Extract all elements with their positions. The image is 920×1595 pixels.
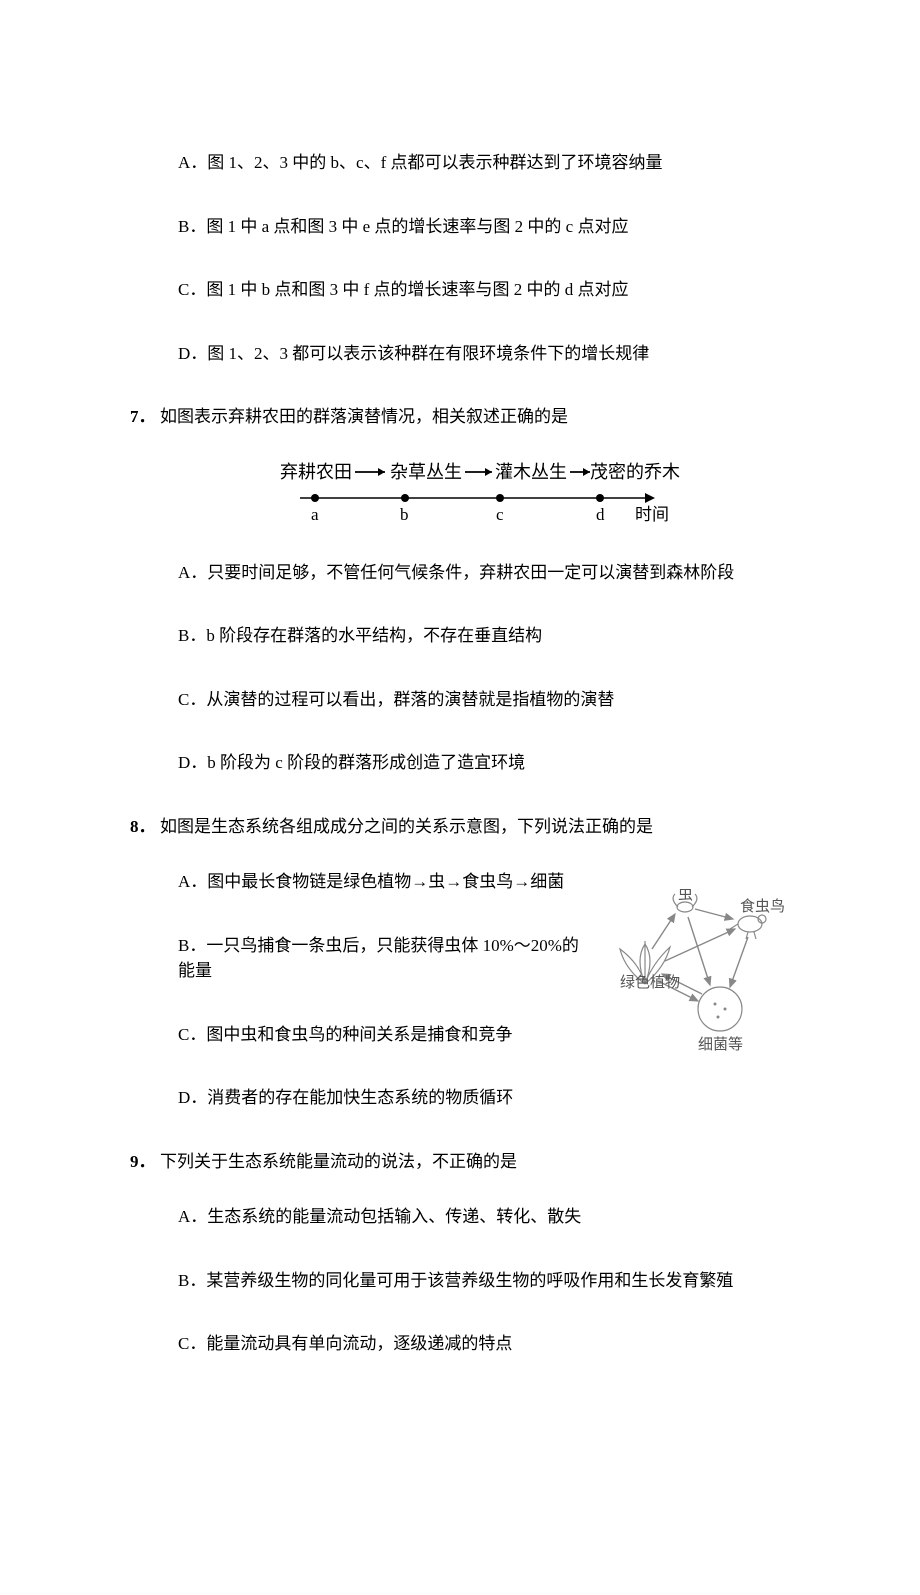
option-text: 只要时间足够，不管任何气候条件，弃耕农田一定可以演替到森林阶段 bbox=[207, 563, 734, 582]
q8-number: 8． bbox=[130, 814, 160, 840]
q7-diagram: 弃耕农田 杂草丛生 灌木丛生 茂密的乔木林 a b c d 时间 bbox=[130, 460, 790, 530]
option-letter: A． bbox=[178, 1207, 207, 1226]
q8-stem-row: 8． 如图是生态系统各组成成分之间的关系示意图，下列说法正确的是 bbox=[130, 814, 790, 840]
q9-options: A．生态系统的能量流动包括输入、传递、转化、散失 B．某营养级生物的同化量可用于… bbox=[178, 1204, 790, 1357]
option-text: 图 1、2、3 都可以表示该种群在有限环境条件下的增长规律 bbox=[207, 344, 649, 363]
q8-options: A．图中最长食物链是绿色植物→虫→食虫鸟→细菌 B．一只鸟捕食一条虫后，只能获得… bbox=[178, 869, 580, 1111]
option-text: 某营养级生物的同化量可用于该营养级生物的呼吸作用和生长发育繁殖 bbox=[206, 1271, 733, 1290]
tick-label: a bbox=[311, 505, 319, 524]
q6-option-A: A．图 1、2、3 中的 b、c、f 点都可以表示种群达到了环境容纳量 bbox=[178, 150, 790, 176]
q6-option-C: C．图 1 中 b 点和图 3 中 f 点的增长速率与图 2 中的 d 点对应 bbox=[178, 277, 790, 303]
q7-option-A: A．只要时间足够，不管任何气候条件，弃耕农田一定可以演替到森林阶段 bbox=[178, 560, 790, 586]
q6-options: A．图 1、2、3 中的 b、c、f 点都可以表示种群达到了环境容纳量 B．图 … bbox=[178, 150, 790, 366]
q9-stem: 下列关于生态系统能量流动的说法，不正确的是 bbox=[160, 1149, 790, 1175]
option-text: 图 1 中 b 点和图 3 中 f 点的增长速率与图 2 中的 d 点对应 bbox=[206, 280, 628, 299]
stage-label: 茂密的乔木林 bbox=[590, 462, 680, 482]
option-text: 生态系统的能量流动包括输入、传递、转化、散失 bbox=[207, 1207, 581, 1226]
q8-option-C: C．图中虫和食虫鸟的种间关系是捕食和竞争 bbox=[178, 1022, 580, 1048]
option-text: 图 1、2、3 中的 b、c、f 点都可以表示种群达到了环境容纳量 bbox=[207, 153, 662, 172]
q9-option-C: C．能量流动具有单向流动，逐级递减的特点 bbox=[178, 1331, 790, 1357]
q8-option-B: B．一只鸟捕食一条虫后，只能获得虫体 10%～20%的能量 bbox=[178, 933, 580, 984]
q9-stem-row: 9． 下列关于生态系统能量流动的说法，不正确的是 bbox=[130, 1149, 790, 1175]
q8-diagram: 虫 食虫鸟 绿色植物 细菌等 bbox=[590, 889, 790, 1067]
option-text: 从演替的过程可以看出，群落的演替就是指植物的演替 bbox=[206, 690, 614, 709]
tick-label: c bbox=[496, 505, 504, 524]
node-label: 细菌等 bbox=[698, 1035, 743, 1053]
q6-option-D: D．图 1、2、3 都可以表示该种群在有限环境条件下的增长规律 bbox=[178, 341, 790, 367]
q9-number: 9． bbox=[130, 1149, 160, 1175]
option-text: 能量流动具有单向流动，逐级递减的特点 bbox=[206, 1334, 512, 1353]
option-text: 图中虫和食虫鸟的种间关系是捕食和竞争 bbox=[206, 1025, 512, 1044]
tick-label: d bbox=[596, 505, 605, 524]
q8-stem: 如图是生态系统各组成成分之间的关系示意图，下列说法正确的是 bbox=[160, 814, 790, 840]
option-letter: B． bbox=[178, 1271, 206, 1290]
q6-option-B: B．图 1 中 a 点和图 3 中 e 点的增长速率与图 2 中的 c 点对应 bbox=[178, 214, 790, 240]
q9-option-B: B．某营养级生物的同化量可用于该营养级生物的呼吸作用和生长发育繁殖 bbox=[178, 1268, 790, 1294]
option-letter: B． bbox=[178, 936, 206, 955]
q9-option-A: A．生态系统的能量流动包括输入、传递、转化、散失 bbox=[178, 1204, 790, 1230]
option-letter: D． bbox=[178, 344, 207, 363]
option-letter: C． bbox=[178, 1025, 206, 1044]
q7-option-D: D．b 阶段为 c 阶段的群落形成创造了造宜环境 bbox=[178, 750, 790, 776]
option-letter: D． bbox=[178, 1088, 207, 1107]
q7-stem-row: 7． 如图表示弃耕农田的群落演替情况，相关叙述正确的是 bbox=[130, 404, 790, 430]
option-letter: B． bbox=[178, 217, 206, 236]
stage-label: 弃耕农田 bbox=[280, 462, 352, 482]
option-letter: C． bbox=[178, 280, 206, 299]
option-letter: C． bbox=[178, 690, 206, 709]
q7-option-B: B．b 阶段存在群落的水平结构，不存在垂直结构 bbox=[178, 623, 790, 649]
q7-number: 7． bbox=[130, 404, 160, 430]
stage-label: 杂草丛生 bbox=[390, 462, 462, 482]
node-label: 食虫鸟 bbox=[740, 898, 785, 915]
option-letter: A． bbox=[178, 563, 207, 582]
q7-option-C: C．从演替的过程可以看出，群落的演替就是指植物的演替 bbox=[178, 687, 790, 713]
option-text: b 阶段存在群落的水平结构，不存在垂直结构 bbox=[206, 626, 542, 645]
option-letter: A． bbox=[178, 872, 207, 891]
option-text: b 阶段为 c 阶段的群落形成创造了造宜环境 bbox=[207, 753, 525, 772]
node-label: 绿色植物 bbox=[620, 974, 680, 991]
option-letter: A． bbox=[178, 153, 207, 172]
option-text: 一只鸟捕食一条虫后，只能获得虫体 10%～20%的能量 bbox=[178, 936, 579, 981]
option-letter: D． bbox=[178, 753, 207, 772]
q7-stem: 如图表示弃耕农田的群落演替情况，相关叙述正确的是 bbox=[160, 404, 790, 430]
q8-option-A: A．图中最长食物链是绿色植物→虫→食虫鸟→细菌 bbox=[178, 869, 580, 895]
option-letter: B． bbox=[178, 626, 206, 645]
option-text: 图 1 中 a 点和图 3 中 e 点的增长速率与图 2 中的 c 点对应 bbox=[206, 217, 628, 236]
option-text: 消费者的存在能加快生态系统的物质循环 bbox=[207, 1088, 513, 1107]
stage-label: 灌木丛生 bbox=[495, 462, 567, 482]
node-label: 虫 bbox=[678, 889, 693, 903]
option-letter: C． bbox=[178, 1334, 206, 1353]
option-text: 图中最长食物链是绿色植物→虫→食虫鸟→细菌 bbox=[207, 872, 564, 891]
tick-label: b bbox=[400, 505, 409, 524]
q8-option-D: D．消费者的存在能加快生态系统的物质循环 bbox=[178, 1085, 580, 1111]
q7-options: A．只要时间足够，不管任何气候条件，弃耕农田一定可以演替到森林阶段 B．b 阶段… bbox=[178, 560, 790, 776]
axis-label: 时间 bbox=[635, 505, 669, 524]
